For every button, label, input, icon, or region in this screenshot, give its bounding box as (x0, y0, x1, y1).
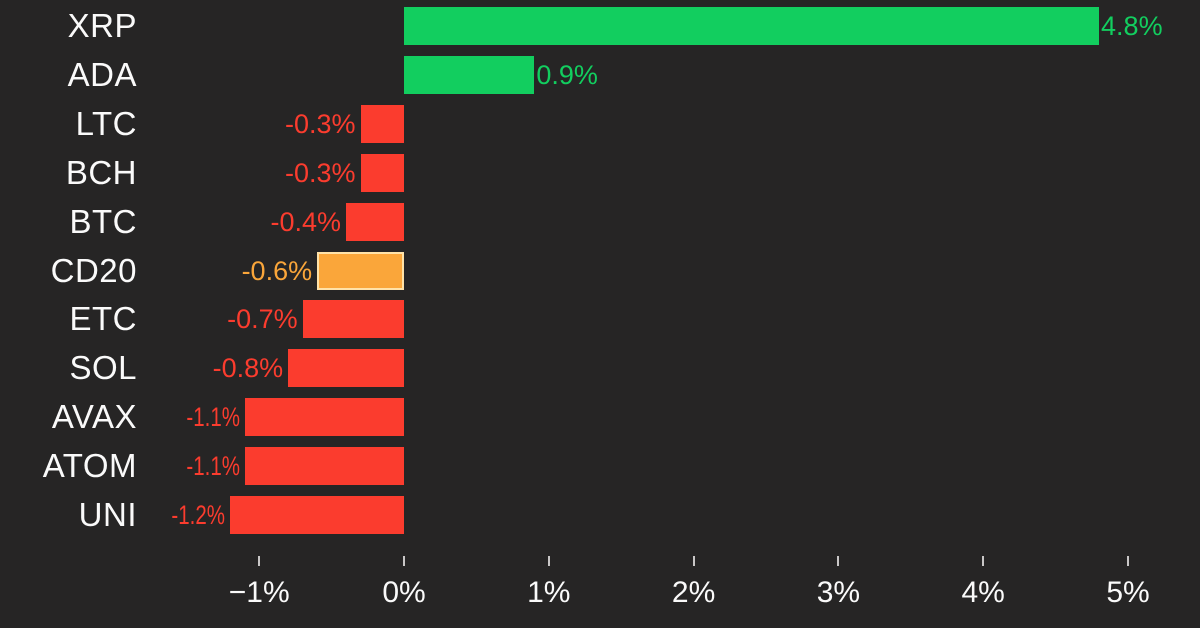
axis-tick-mark (692, 556, 695, 566)
bar-sol (288, 349, 404, 388)
value-label-sol: -0.8% (212, 353, 284, 384)
bar-row-cd20: CD20 -0.6% (0, 251, 1200, 290)
category-label-uni: UNI (78, 496, 137, 533)
axis-tick-label: 4% (961, 576, 1005, 609)
bar-uni (230, 496, 404, 534)
bar-row-uni: UNI -1.2% (0, 496, 1200, 534)
category-label-etc: ETC (69, 300, 137, 338)
value-label-ltc: -0.3% (285, 108, 356, 139)
bar-avax (244, 398, 404, 437)
category-label-avax: AVAX (51, 398, 137, 436)
axis-tick-mark (837, 556, 840, 566)
value-label-xrp: 4.8% (1101, 11, 1163, 41)
bar-ltc (360, 104, 404, 143)
value-label-atom: -1.1% (186, 451, 240, 482)
axis-tick-mark (982, 556, 985, 566)
bar-row-ltc: LTC -0.3% (0, 104, 1200, 143)
bar-row-bch: BCH -0.3% (0, 153, 1200, 192)
bar-ada (404, 55, 535, 94)
category-label-ada: ADA (67, 55, 137, 93)
axis-tick-label: 5% (1106, 576, 1150, 609)
axis-tick-label: 2% (671, 576, 716, 609)
axis-tick-mark (1127, 556, 1129, 566)
axis-tick-label: −1% (228, 576, 290, 609)
bar-row-btc: BTC -0.4% (0, 202, 1200, 241)
value-label-bch: -0.3% (285, 157, 356, 188)
axis-tick-mark (258, 556, 261, 566)
axis-tick-label: 3% (816, 576, 861, 609)
axis-tick-label: 1% (527, 576, 571, 609)
value-label-uni: -1.2% (171, 500, 226, 530)
bar-atom (244, 447, 404, 486)
bar-bch (360, 153, 404, 192)
value-label-etc: -0.7% (227, 304, 298, 335)
category-label-cd20: CD20 (50, 251, 137, 289)
category-label-ltc: LTC (75, 104, 137, 142)
category-label-btc: BTC (69, 202, 137, 240)
bar-row-avax: AVAX -1.1% (0, 398, 1200, 437)
bar-btc (346, 202, 404, 241)
bar-row-atom: ATOM -1.1% (0, 447, 1200, 486)
value-label-avax: -1.1% (186, 402, 240, 433)
bar-xrp (404, 7, 1099, 45)
axis-tick-mark (403, 556, 405, 566)
value-label-cd20: -0.6% (241, 255, 313, 286)
bar-row-sol: SOL -0.8% (0, 349, 1200, 388)
value-label-btc: -0.4% (270, 206, 342, 237)
bar-row-ada: ADA 0.9% (0, 55, 1200, 94)
category-label-bch: BCH (65, 153, 137, 191)
category-label-sol: SOL (69, 349, 137, 387)
bar-row-etc: ETC -0.7% (0, 300, 1200, 339)
value-label-ada: 0.9% (536, 59, 598, 90)
bar-row-xrp: XRP 4.8% (0, 7, 1200, 45)
category-label-atom: ATOM (42, 447, 137, 485)
bar-cd20 (317, 251, 404, 290)
category-label-xrp: XRP (67, 7, 137, 44)
axis-tick-label: 0% (382, 576, 426, 609)
bar-etc (302, 300, 404, 339)
axis-tick-mark (547, 556, 550, 566)
